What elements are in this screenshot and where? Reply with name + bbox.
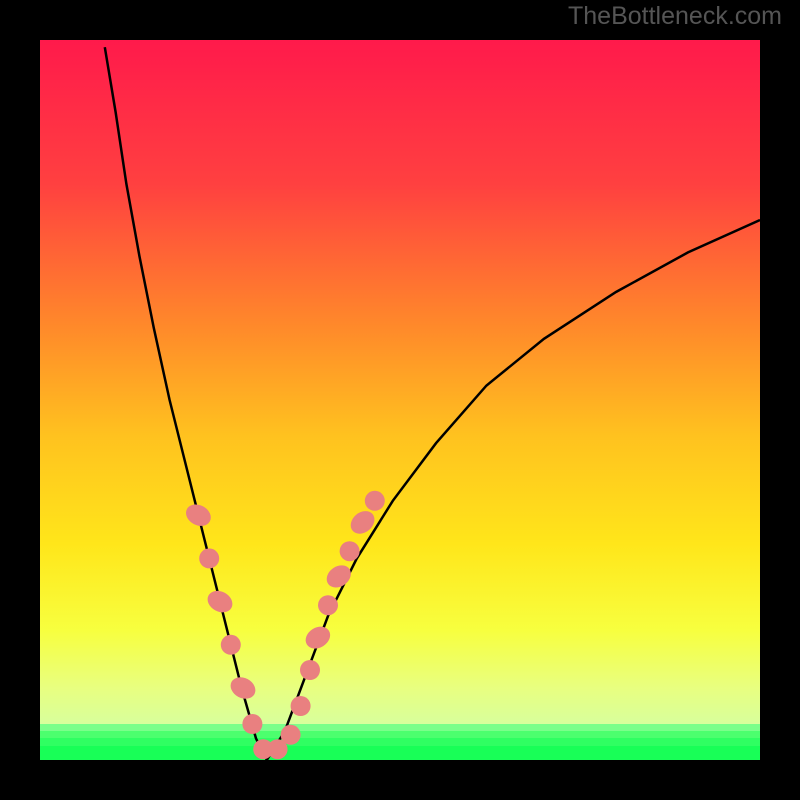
plot-area bbox=[40, 40, 760, 760]
curves-layer bbox=[40, 40, 760, 760]
data-dot bbox=[365, 491, 385, 511]
data-dot bbox=[302, 622, 335, 653]
data-dot bbox=[204, 587, 236, 617]
curve-left bbox=[105, 47, 267, 760]
data-dot bbox=[199, 548, 219, 568]
data-dot bbox=[227, 673, 259, 703]
data-dot bbox=[182, 500, 214, 530]
watermark-text: TheBottleneck.com bbox=[568, 2, 782, 31]
data-dot bbox=[300, 660, 320, 680]
data-dot bbox=[242, 714, 262, 734]
data-dot bbox=[322, 561, 355, 592]
data-dot bbox=[221, 635, 241, 655]
data-dot bbox=[346, 506, 379, 538]
data-dot bbox=[340, 541, 360, 561]
curve-right bbox=[267, 220, 760, 760]
data-dot bbox=[318, 595, 338, 615]
data-dot bbox=[291, 696, 311, 716]
chart-canvas: TheBottleneck.com bbox=[0, 0, 800, 800]
data-dot bbox=[281, 725, 301, 745]
